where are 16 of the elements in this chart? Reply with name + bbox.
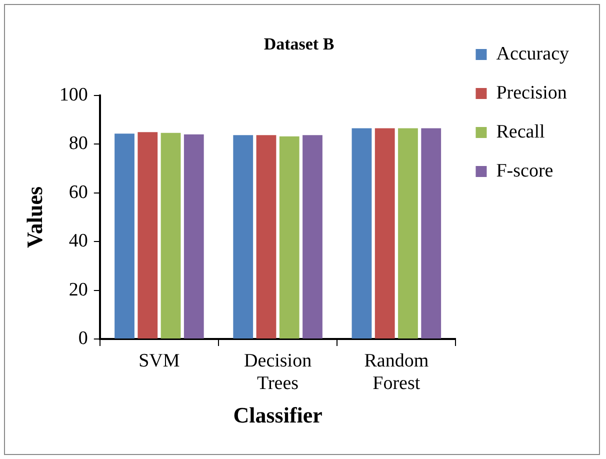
legend-label: Recall (496, 121, 545, 142)
x-axis-title: Classifier (233, 402, 323, 428)
y-tick-label: 100 (59, 84, 88, 106)
legend-label: F-score (496, 160, 554, 182)
x-tick-label: SVM (138, 350, 180, 372)
legend-label: Accuracy (496, 43, 570, 64)
chart-title: Dataset B (264, 34, 334, 54)
x-tick-label: Decision Trees (244, 350, 312, 394)
y-tick-label: 60 (68, 182, 88, 203)
y-tick-label: 40 (68, 230, 88, 252)
legend-label: Precision (496, 82, 568, 104)
y-axis-title: Values (22, 186, 47, 248)
x-tick-label: Random Forest (364, 350, 429, 394)
y-tick-label: 20 (68, 279, 88, 300)
y-tick-label: 0 (78, 328, 88, 349)
y-tick-label: 80 (68, 133, 88, 154)
